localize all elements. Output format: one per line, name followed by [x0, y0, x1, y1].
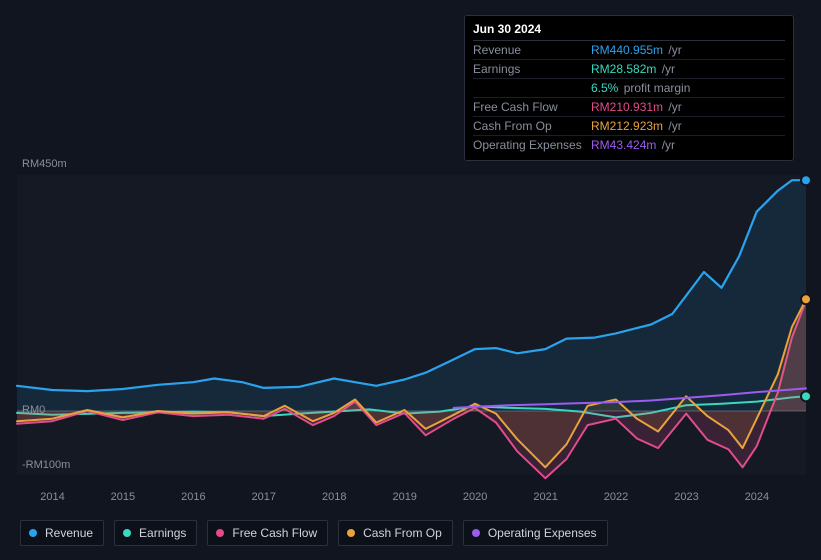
- x-axis-tick-label: 2018: [322, 491, 346, 503]
- legend-dot-icon: [347, 529, 355, 537]
- legend-item-cash-from-op[interactable]: Cash From Op: [338, 520, 453, 546]
- tooltip-sub-value: 6.5%: [591, 81, 618, 95]
- legend-item-label: Earnings: [139, 526, 186, 540]
- tooltip-sub-label: profit margin: [624, 81, 691, 95]
- x-axis-tick-label: 2019: [392, 491, 416, 503]
- legend-item-revenue[interactable]: Revenue: [20, 520, 104, 546]
- x-axis-tick-label: 2023: [674, 491, 698, 503]
- x-axis-tick-label: 2020: [463, 491, 487, 503]
- y-axis-label-zero: RM0: [22, 404, 45, 416]
- tooltip-metric-unit: /yr: [668, 100, 681, 114]
- tooltip-metric-value: RM212.923m: [591, 119, 663, 133]
- tooltip-metric-value: RM43.424m: [591, 138, 656, 152]
- tooltip-metric-value: RM28.582m: [591, 62, 656, 76]
- legend-item-operating-expenses[interactable]: Operating Expenses: [463, 520, 608, 546]
- tooltip-metric-label: Free Cash Flow: [473, 100, 591, 114]
- tooltip-row: RevenueRM440.955m /yr: [473, 41, 785, 60]
- legend-item-free-cash-flow[interactable]: Free Cash Flow: [207, 520, 328, 546]
- legend-item-label: Free Cash Flow: [232, 526, 317, 540]
- tooltip-row: Operating ExpensesRM43.424m /yr: [473, 136, 785, 154]
- y-axis-label-top: RM450m: [22, 158, 67, 170]
- tooltip-metric-unit: /yr: [668, 119, 681, 133]
- legend-item-label: Cash From Op: [363, 526, 442, 540]
- x-axis-tick-label: 2024: [745, 491, 769, 503]
- x-axis-tick-label: 2022: [604, 491, 628, 503]
- legend-dot-icon: [29, 529, 37, 537]
- tooltip-row: EarningsRM28.582m /yr: [473, 60, 785, 79]
- legend-dot-icon: [216, 529, 224, 537]
- x-axis-tick-label: 2015: [111, 491, 135, 503]
- tooltip-metric-unit: /yr: [668, 43, 681, 57]
- legend-item-earnings[interactable]: Earnings: [114, 520, 197, 546]
- chart-tooltip: Jun 30 2024 RevenueRM440.955m /yrEarning…: [464, 15, 794, 161]
- legend-dot-icon: [472, 529, 480, 537]
- x-axis-tick-label: 2017: [252, 491, 276, 503]
- legend-dot-icon: [123, 529, 131, 537]
- tooltip-metric-label: Earnings: [473, 62, 591, 76]
- x-axis-tick-label: 2016: [181, 491, 205, 503]
- legend-item-label: Operating Expenses: [488, 526, 597, 540]
- legend-item-label: Revenue: [45, 526, 93, 540]
- tooltip-metric-unit: /yr: [662, 138, 675, 152]
- tooltip-metric-label: Cash From Op: [473, 119, 591, 133]
- tooltip-date: Jun 30 2024: [473, 22, 785, 41]
- tooltip-metric-value: RM210.931m: [591, 100, 663, 114]
- tooltip-metric-label: Operating Expenses: [473, 138, 591, 152]
- x-axis-tick-label: 2021: [533, 491, 557, 503]
- x-axis-tick-label: 2014: [40, 491, 64, 503]
- tooltip-metric-value: RM440.955m: [591, 43, 663, 57]
- tooltip-metric-unit: /yr: [662, 62, 675, 76]
- y-axis-label-bottom: -RM100m: [22, 459, 70, 471]
- tooltip-row: Cash From OpRM212.923m /yr: [473, 117, 785, 136]
- tooltip-sub-row: 6.5% profit margin: [473, 79, 785, 98]
- chart-legend: Revenue Earnings Free Cash Flow Cash From O…: [20, 520, 608, 546]
- tooltip-row: Free Cash FlowRM210.931m /yr: [473, 98, 785, 117]
- tooltip-metric-label: Revenue: [473, 43, 591, 57]
